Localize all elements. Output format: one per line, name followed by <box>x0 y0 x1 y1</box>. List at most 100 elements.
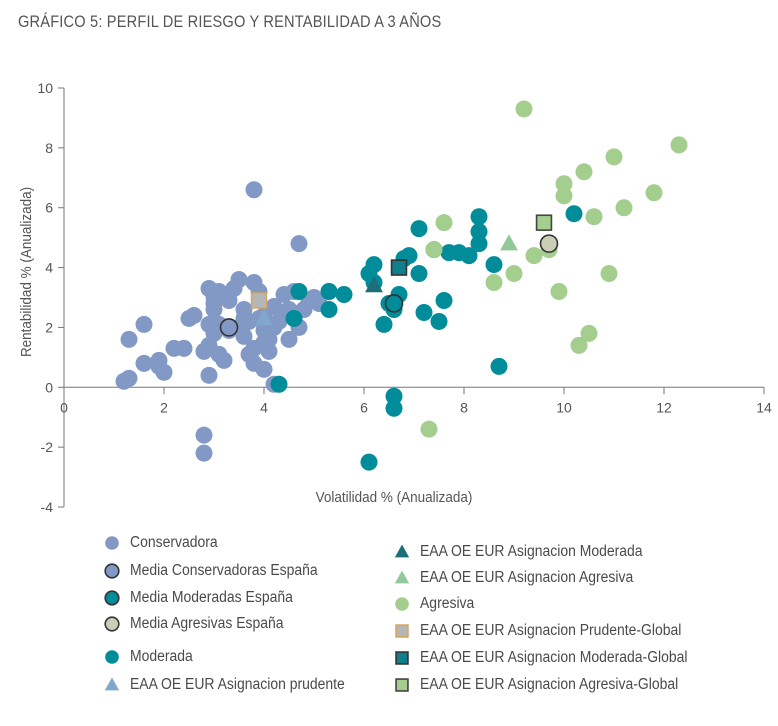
y-tick-label: 6 <box>45 200 53 216</box>
legend-item: Conservadora <box>102 533 227 553</box>
series-media-agresivas-espa-a <box>539 234 559 253</box>
legend-item: EAA OE EUR Asignacion Prudente-Global <box>392 621 710 641</box>
y-tick-label: -2 <box>41 439 54 455</box>
legend-marker <box>395 597 409 611</box>
series-eaa-oe-eur-asignacion-agresiva <box>500 234 518 251</box>
data-point <box>230 271 248 289</box>
legend-marker <box>104 563 120 579</box>
data-point <box>555 175 573 193</box>
legend-item: EAA OE EUR Asignacion Moderada-Global <box>392 648 717 668</box>
data-point <box>645 184 663 202</box>
data-point <box>435 214 453 232</box>
data-point <box>135 315 153 333</box>
legend-swatch <box>395 597 409 611</box>
x-tick-label: 2 <box>160 399 168 415</box>
data-point <box>195 426 213 444</box>
legend-label: Conservadora <box>130 534 218 551</box>
data-point <box>460 247 478 265</box>
legend-swatch <box>104 590 120 606</box>
legend-label: Moderada <box>130 648 193 665</box>
legend-marker <box>395 678 409 692</box>
data-point <box>120 330 138 348</box>
legend-marker <box>395 651 409 665</box>
legend-label: EAA OE EUR Asignacion Moderada-Global <box>420 649 688 666</box>
x-tick-label: 0 <box>60 399 68 415</box>
legend-marker <box>105 536 119 550</box>
legend-label: EAA OE EUR Asignacion Agresiva <box>420 569 634 586</box>
y-tick-label: 2 <box>45 319 53 335</box>
legend-swatch <box>395 678 409 692</box>
legend-label: EAA OE EUR Asignacion Prudente-Global <box>420 622 682 639</box>
legend-label: Agresiva <box>420 595 475 612</box>
x-axis-label: Volatilidad % (Anualizada) <box>316 489 473 506</box>
legend-label: EAA OE EUR Asignacion Moderada <box>420 543 643 560</box>
y-tick-label: 0 <box>45 379 53 395</box>
data-point <box>219 318 239 337</box>
data-point <box>175 339 193 357</box>
series-media-moderadas-espa-a <box>384 294 404 313</box>
legend-label: EAA OE EUR Asignacion prudente <box>130 676 345 693</box>
data-point <box>550 283 568 301</box>
data-point <box>485 274 503 292</box>
y-tick-label: 8 <box>45 140 53 156</box>
series-media-conservadoras-espa-a <box>219 318 239 337</box>
legend-swatch <box>394 570 410 584</box>
legend-label: Media Agresivas España <box>130 615 284 632</box>
data-point <box>575 163 593 181</box>
legend-swatch <box>395 651 409 665</box>
legend-label: EAA OE EUR Asignacion Agresiva-Global <box>420 676 679 693</box>
series-eaa-oe-eur-asignacion-agresiva-global <box>535 214 553 231</box>
y-axis-label: Rentabilidad % (Anualizada) <box>18 187 35 357</box>
data-point <box>410 220 428 238</box>
legend-item: Media Moderadas España <box>102 588 311 608</box>
tick-labels: 0 2 4 6 8 10 12 14 10 8 6 4 2 0 -2 -4 <box>37 80 772 515</box>
legend-marker <box>394 544 410 558</box>
legend-swatch <box>105 536 119 550</box>
data-point <box>285 309 303 327</box>
data-point <box>539 234 559 253</box>
data-point <box>570 336 588 354</box>
data-point <box>500 234 518 251</box>
data-point <box>280 330 298 348</box>
legend-label: Media Moderadas España <box>130 589 293 606</box>
data-point <box>290 235 308 253</box>
legend-item: EAA OE EUR Asignacion Agresiva <box>392 568 657 588</box>
data-point <box>320 283 338 301</box>
x-tick-label: 6 <box>360 399 368 415</box>
data-point <box>290 283 308 301</box>
legend-marker <box>104 677 120 691</box>
series-agresiva <box>420 100 688 438</box>
x-tick-label: 12 <box>656 399 672 415</box>
legend-swatch <box>104 677 120 691</box>
legend-item: Media Agresivas España <box>102 614 301 634</box>
data-point <box>365 276 383 293</box>
data-point <box>255 309 273 326</box>
data-point <box>195 444 213 462</box>
x-tick-label: 10 <box>556 399 572 415</box>
data-point <box>200 366 218 384</box>
x-tick-label: 14 <box>756 399 772 415</box>
data-point <box>535 214 553 231</box>
data-point <box>470 235 488 253</box>
data-point <box>585 208 603 226</box>
data-point <box>384 294 404 313</box>
data-point <box>375 315 393 333</box>
x-tick-label: 4 <box>260 399 268 415</box>
legend-item: EAA OE EUR Asignacion Moderada <box>392 542 667 562</box>
legend-swatch <box>104 563 120 579</box>
legend-marker <box>394 570 410 584</box>
data-point <box>360 453 378 471</box>
data-point <box>250 292 268 309</box>
scatter-chart: 0 2 4 6 8 10 12 14 10 8 6 4 2 0 -2 -4 Volatilidad % (An… <box>18 80 772 515</box>
data-point <box>470 223 488 241</box>
legend-label: Media Conservadoras España <box>130 562 318 579</box>
data-point <box>490 357 508 375</box>
data-point <box>155 363 173 381</box>
data-point <box>215 351 233 369</box>
data-point <box>525 247 543 265</box>
axes <box>58 87 765 508</box>
legend-item: Agresiva <box>392 594 480 614</box>
legend-item: Media Conservadoras España <box>102 561 339 581</box>
legend-swatch <box>105 650 119 664</box>
data-point <box>410 265 428 283</box>
